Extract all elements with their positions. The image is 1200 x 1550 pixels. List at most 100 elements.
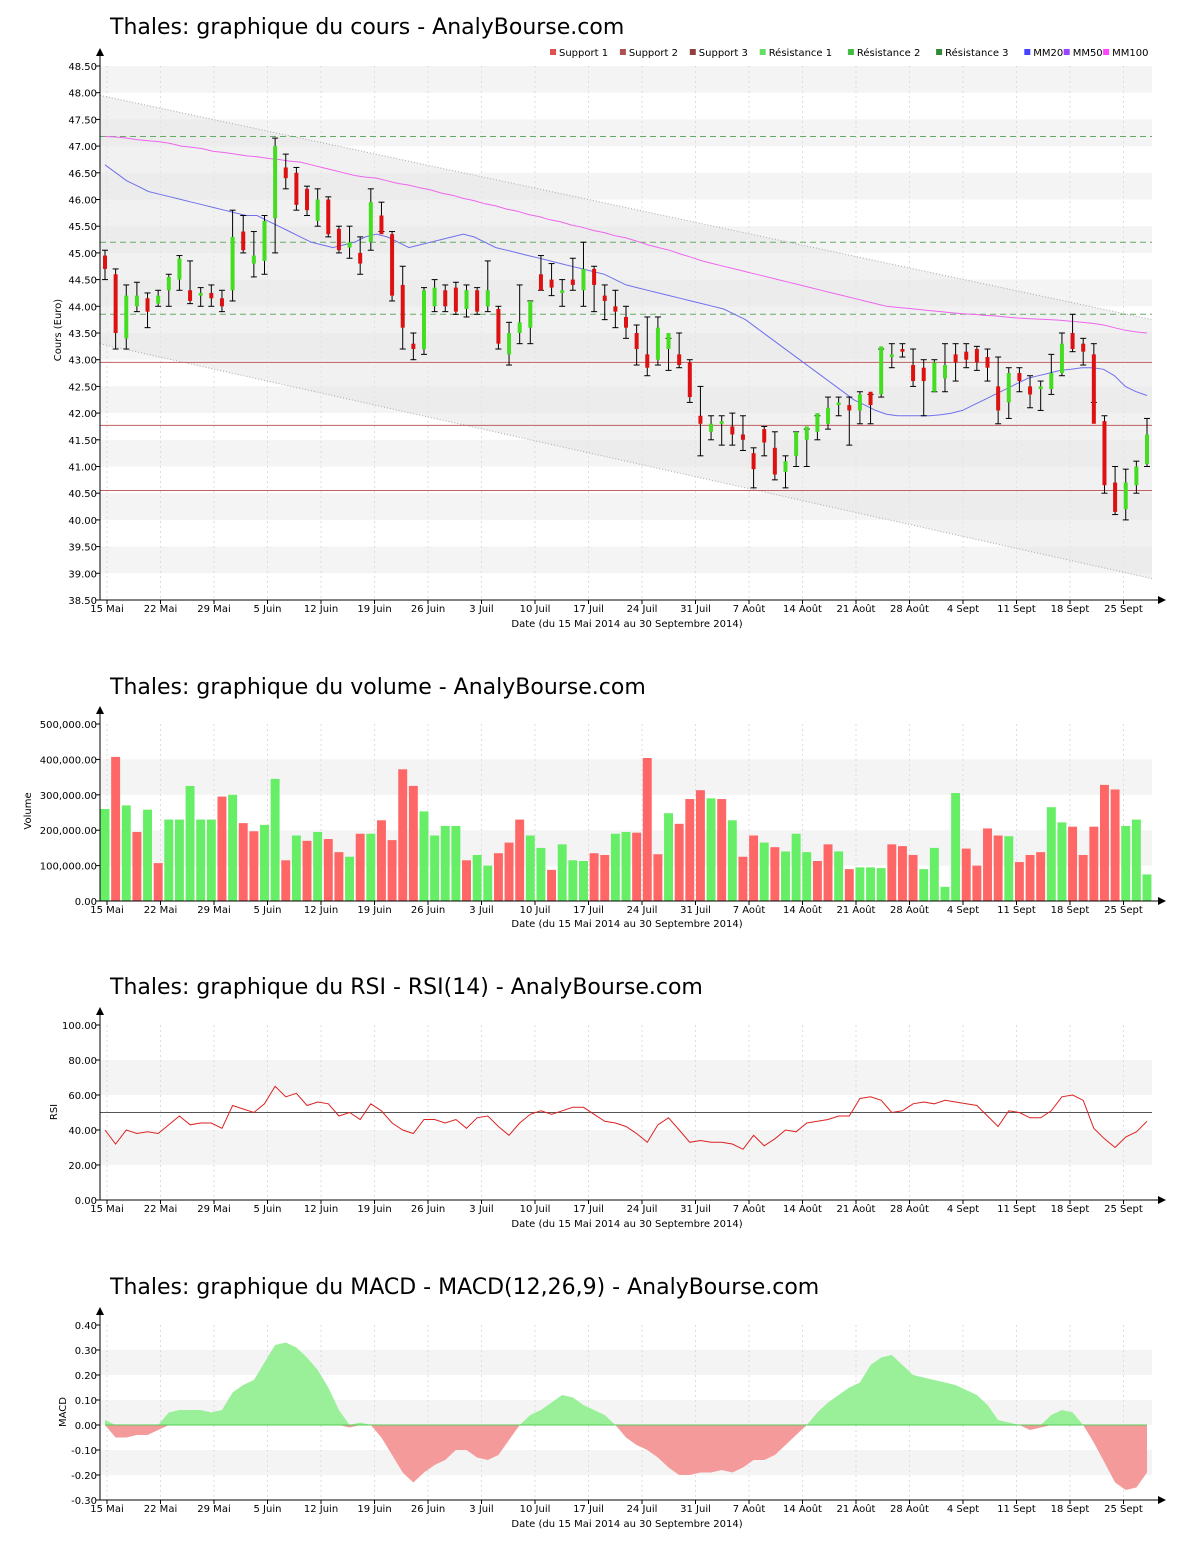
candle-body xyxy=(889,354,894,358)
candle-body xyxy=(294,172,299,205)
candle-body xyxy=(134,295,139,307)
candle-body xyxy=(900,349,905,352)
volume-x-tick-label: 25 Sept xyxy=(1104,905,1143,916)
volume-bar xyxy=(919,869,929,901)
candle-body xyxy=(921,367,926,382)
volume-bar xyxy=(972,865,982,901)
rsi-x-axis-label: Date (du 15 Mai 2014 au 30 Septembre 201… xyxy=(511,1219,742,1230)
volume-bar xyxy=(302,840,312,901)
candle-body xyxy=(677,354,682,366)
legend-entry: MM100 xyxy=(1112,48,1148,59)
price-y-tick-label: 47.00 xyxy=(68,142,97,153)
volume-x-axis-label: Date (du 15 Mai 2014 au 30 Septembre 201… xyxy=(511,919,742,930)
price-y-tick-label: 45.00 xyxy=(68,249,97,260)
candle-body xyxy=(592,268,597,285)
volume-bar xyxy=(589,853,599,901)
volume-bar xyxy=(462,860,471,901)
volume-bar xyxy=(621,831,631,901)
macd-y-tick-label: 0.00 xyxy=(75,1421,97,1432)
volume-bar xyxy=(961,848,971,901)
price-x-tick-label: 11 Sept xyxy=(997,604,1036,615)
rsi-band xyxy=(100,1130,1152,1165)
macd-x-tick-label: 3 Juil xyxy=(469,1504,493,1515)
candle-body xyxy=(400,284,405,328)
price-y-tick-label: 45.50 xyxy=(68,222,97,233)
volume-x-tick-label: 7 Août xyxy=(733,904,766,916)
candle-body xyxy=(879,346,884,395)
macd-x-tick-label: 10 Juil xyxy=(520,1504,551,1515)
volume-bar xyxy=(940,886,950,901)
candle-body xyxy=(1081,343,1086,352)
volume-bar xyxy=(791,833,801,901)
volume-bar xyxy=(1078,854,1088,901)
volume-bar xyxy=(408,785,418,901)
candle-body xyxy=(634,333,639,350)
price-y-tick-label: 39.50 xyxy=(68,543,97,554)
candle-body xyxy=(475,290,480,312)
volume-x-tick-label: 31 Juil xyxy=(680,905,711,916)
candle-body xyxy=(517,322,522,333)
candle-body xyxy=(262,220,267,261)
legend-swatch xyxy=(689,49,696,55)
volume-bar xyxy=(1121,825,1131,901)
volume-bar xyxy=(451,825,461,901)
macd-x-axis-label: Date (du 15 Mai 2014 au 30 Septembre 201… xyxy=(511,1519,742,1530)
volume-bar xyxy=(1068,826,1078,901)
volume-bar xyxy=(568,860,578,901)
candle-body xyxy=(347,242,352,248)
price-chart: 38.50 39.00 39.50 40.00 40.50 41.00 41.50 42.00… xyxy=(68,48,1166,615)
macd-x-tick-label: 12 Juin xyxy=(304,1504,338,1515)
volume-bar xyxy=(834,851,844,901)
rsi-chart: 0.00 20.00 40.00 60.00 80.00 100.00 15 Mai 22 M… xyxy=(62,1007,1166,1215)
price-channel-upper xyxy=(99,94,1153,321)
price-y-tick-label: 41.00 xyxy=(68,463,97,474)
volume-bar xyxy=(1036,852,1046,901)
candle-body xyxy=(857,394,862,411)
volume-x-tick-label: 26 Juin xyxy=(411,905,445,916)
price-chart-title: Thales: graphique du cours - AnalyBourse… xyxy=(109,15,624,40)
macd-x-tick-label: 24 Juil xyxy=(627,1504,658,1515)
volume-bar xyxy=(674,823,684,901)
volume-bar xyxy=(929,847,939,901)
candle-body xyxy=(368,202,373,243)
candle-body xyxy=(549,279,554,288)
macd-x-tick-label: 4 Sept xyxy=(947,1504,979,1515)
volume-bar xyxy=(132,831,142,901)
macd-x-tick-label: 22 Mai xyxy=(144,1504,177,1515)
macd-y-tick-label: -0.20 xyxy=(71,1471,97,1482)
volume-bar xyxy=(1089,826,1099,901)
volume-bar xyxy=(738,856,748,901)
rsi-x-tick-label: 3 Juil xyxy=(469,1204,493,1215)
volume-x-tick-label: 10 Juil xyxy=(520,905,551,916)
volume-bar xyxy=(1025,854,1035,901)
price-y-tick-label: 42.00 xyxy=(68,409,97,420)
candle-body xyxy=(336,228,341,251)
candle-body xyxy=(1123,482,1128,510)
volume-bar xyxy=(983,828,992,901)
candle-body xyxy=(326,199,331,235)
rsi-x-tick-label: 22 Mai xyxy=(144,1204,177,1215)
rsi-line xyxy=(104,1085,1148,1150)
candle-body xyxy=(124,295,129,339)
volume-bar xyxy=(855,867,865,901)
rsi-y-axis-label: RSI xyxy=(49,1104,60,1120)
price-y-tick-label: 42.50 xyxy=(68,382,97,393)
candle-body xyxy=(560,290,565,293)
price-y-tick-label: 44.50 xyxy=(68,276,97,287)
macd-x-tick-label: 21 Août xyxy=(837,1503,876,1515)
volume-bar xyxy=(1014,862,1024,901)
macd-x-tick-label: 26 Juin xyxy=(411,1504,445,1515)
volume-bar xyxy=(323,839,333,901)
macd-x-tick-label: 17 Juil xyxy=(573,1504,604,1515)
candle-body xyxy=(219,298,224,307)
candle-body xyxy=(528,300,533,328)
legend-entry: Résistance 2 xyxy=(857,47,920,59)
volume-bar xyxy=(398,769,408,901)
price-x-tick-label: 19 Juin xyxy=(357,604,391,615)
volume-bar xyxy=(1142,874,1152,901)
rsi-band xyxy=(100,1060,1152,1095)
volume-bar xyxy=(1046,807,1056,901)
volume-bar xyxy=(143,809,152,901)
volume-bar xyxy=(493,853,503,901)
